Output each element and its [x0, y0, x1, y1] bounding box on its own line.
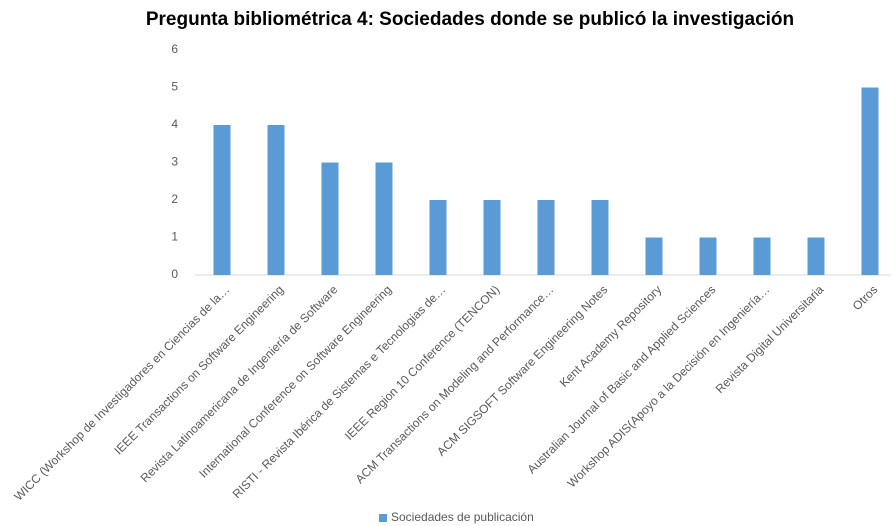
legend-label: Sociedades de publicación: [391, 510, 534, 524]
bar: [483, 200, 501, 275]
y-tick-label: 2: [171, 192, 178, 206]
y-tick-label: 5: [171, 80, 178, 94]
x-tick-label: Australian Journal of Basic and Applied …: [525, 282, 719, 476]
bar: [267, 125, 285, 275]
y-tick-label: 1: [171, 230, 178, 244]
y-tick-label: 6: [171, 42, 178, 56]
bar: [807, 237, 825, 275]
legend-swatch: [379, 514, 387, 522]
y-tick-label: 3: [171, 155, 178, 169]
bar: [753, 237, 771, 275]
bar: [375, 162, 393, 275]
chart-title: Pregunta bibliométrica 4: Sociedades don…: [146, 9, 794, 30]
bar: [537, 200, 555, 275]
y-tick-label: 0: [171, 267, 178, 281]
x-tick-label: Kent Academy Repository: [557, 282, 665, 390]
bar: [645, 237, 663, 275]
x-tick-label: Revista Latinoamericana de Ingeniería de…: [138, 282, 341, 485]
bar: [861, 87, 879, 275]
bar: [213, 125, 231, 275]
bar: [699, 237, 717, 275]
x-tick-label: Revista Digital Universitaria: [713, 282, 827, 396]
x-tick-label: ACM Transactions on Modeling and Perform…: [353, 282, 557, 486]
y-tick-label: 4: [171, 117, 178, 131]
x-tick-label: International Conference on Software Eng…: [196, 282, 394, 480]
x-tick-label: Workshop ADIS(Apoyo a la Decisión en Ing…: [565, 282, 773, 490]
bar: [591, 200, 609, 275]
bar: [429, 200, 447, 275]
bar: [321, 162, 339, 275]
x-tick-label: Otros: [850, 282, 881, 313]
